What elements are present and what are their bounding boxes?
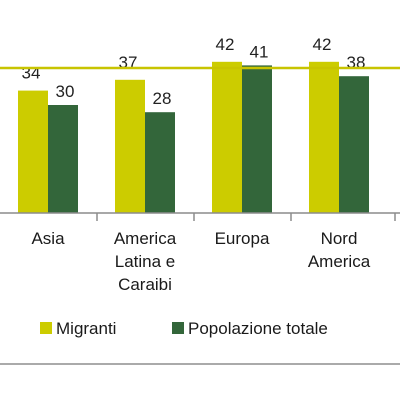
value-label: 38 [347,53,366,72]
bar-migranti-1 [115,79,145,213]
bar-popolazione-totale-1 [145,112,175,213]
legend-label-popolazione-totale: Popolazione totale [188,319,328,338]
value-label: 28 [153,89,172,108]
bar-popolazione-totale-0 [48,105,78,213]
bar-migranti-0 [18,90,48,213]
category-label: Latina e [115,252,176,271]
legend: Migranti Popolazione totale [40,319,328,338]
bar-popolazione-totale-2 [242,65,272,214]
legend-swatch-popolazione-totale [172,322,184,334]
value-label: 30 [56,82,75,101]
category-labels: Asia America Latina e Caraibi Europa Nord Amer… [31,229,370,294]
category-label: Asia [31,229,65,248]
category-label: Europa [215,229,270,248]
category-label: America [114,229,177,248]
value-label: 41 [250,42,269,61]
bar-migranti-2 [212,61,242,213]
category-label: Nord [321,229,358,248]
category-label: America [308,252,371,271]
value-label: 42 [313,35,332,54]
value-label: 34 [22,64,41,83]
bar-migranti-3 [309,61,339,213]
value-label: 42 [216,35,235,54]
x-axis-ticks [96,213,396,221]
legend-label-migranti: Migranti [56,319,116,338]
bars-layer [18,61,369,214]
bar-popolazione-totale-3 [339,76,369,213]
legend-swatch-migranti [40,322,52,334]
category-label: Caraibi [118,275,172,294]
